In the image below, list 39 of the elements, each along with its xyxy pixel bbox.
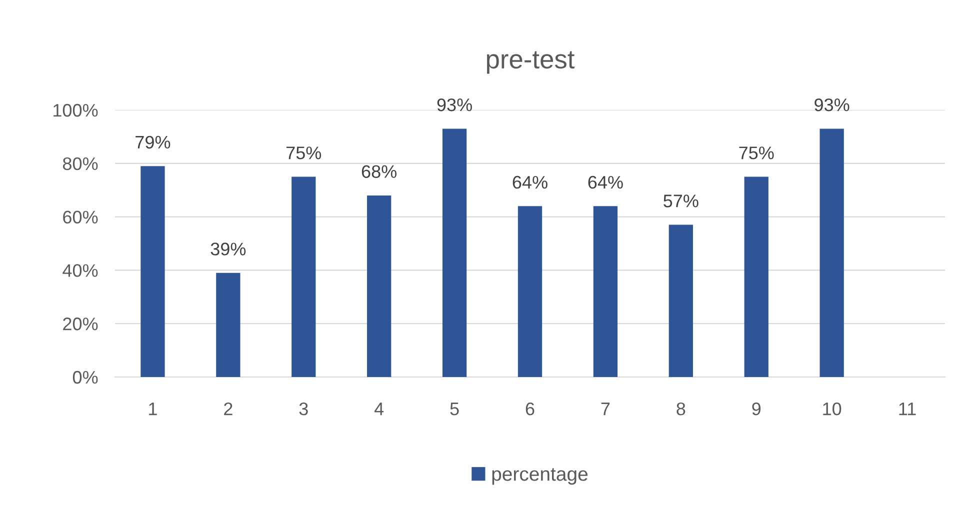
data-label: 79% bbox=[136, 136, 170, 149]
x-tick-label: 5 bbox=[450, 402, 459, 416]
bar bbox=[367, 195, 392, 377]
y-tick-label: 100% bbox=[54, 104, 98, 117]
y-tick-label: 80% bbox=[62, 157, 98, 170]
x-tick-label: 4 bbox=[374, 402, 384, 416]
bar bbox=[744, 176, 768, 377]
x-tick-label: 10 bbox=[823, 402, 842, 416]
x-tick-label: 9 bbox=[752, 402, 761, 416]
y-tick-label: 0% bbox=[72, 370, 98, 384]
bar bbox=[518, 206, 542, 377]
chart-title: pre-test bbox=[486, 51, 575, 74]
data-label: 39% bbox=[210, 242, 246, 256]
data-label: 75% bbox=[739, 146, 774, 160]
x-tick-label: 8 bbox=[676, 402, 686, 416]
data-label: 93% bbox=[437, 98, 472, 112]
bar bbox=[820, 128, 844, 377]
data-label: 64% bbox=[512, 176, 548, 189]
y-tick-label: 20% bbox=[63, 318, 98, 330]
data-label: 93% bbox=[814, 98, 850, 112]
y-tick-label: 40% bbox=[62, 264, 98, 277]
x-tick-label: 11 bbox=[899, 402, 916, 416]
x-tick-label: 1 bbox=[149, 402, 157, 416]
data-label: 57% bbox=[664, 194, 698, 208]
bar bbox=[140, 166, 165, 377]
data-label: 75% bbox=[286, 146, 322, 160]
x-tick-label: 6 bbox=[526, 402, 534, 416]
x-tick-label: 7 bbox=[601, 402, 610, 416]
legend-label: percentage bbox=[492, 468, 588, 485]
data-label: 64% bbox=[588, 176, 623, 189]
bar bbox=[668, 224, 693, 377]
data-label: 68% bbox=[362, 165, 397, 178]
x-tick-label: 3 bbox=[299, 402, 308, 416]
bar bbox=[442, 128, 467, 377]
bar bbox=[593, 206, 618, 377]
bar bbox=[292, 176, 316, 377]
x-tick-label: 2 bbox=[224, 402, 232, 416]
bar bbox=[216, 272, 240, 377]
y-tick-label: 60% bbox=[63, 210, 98, 224]
